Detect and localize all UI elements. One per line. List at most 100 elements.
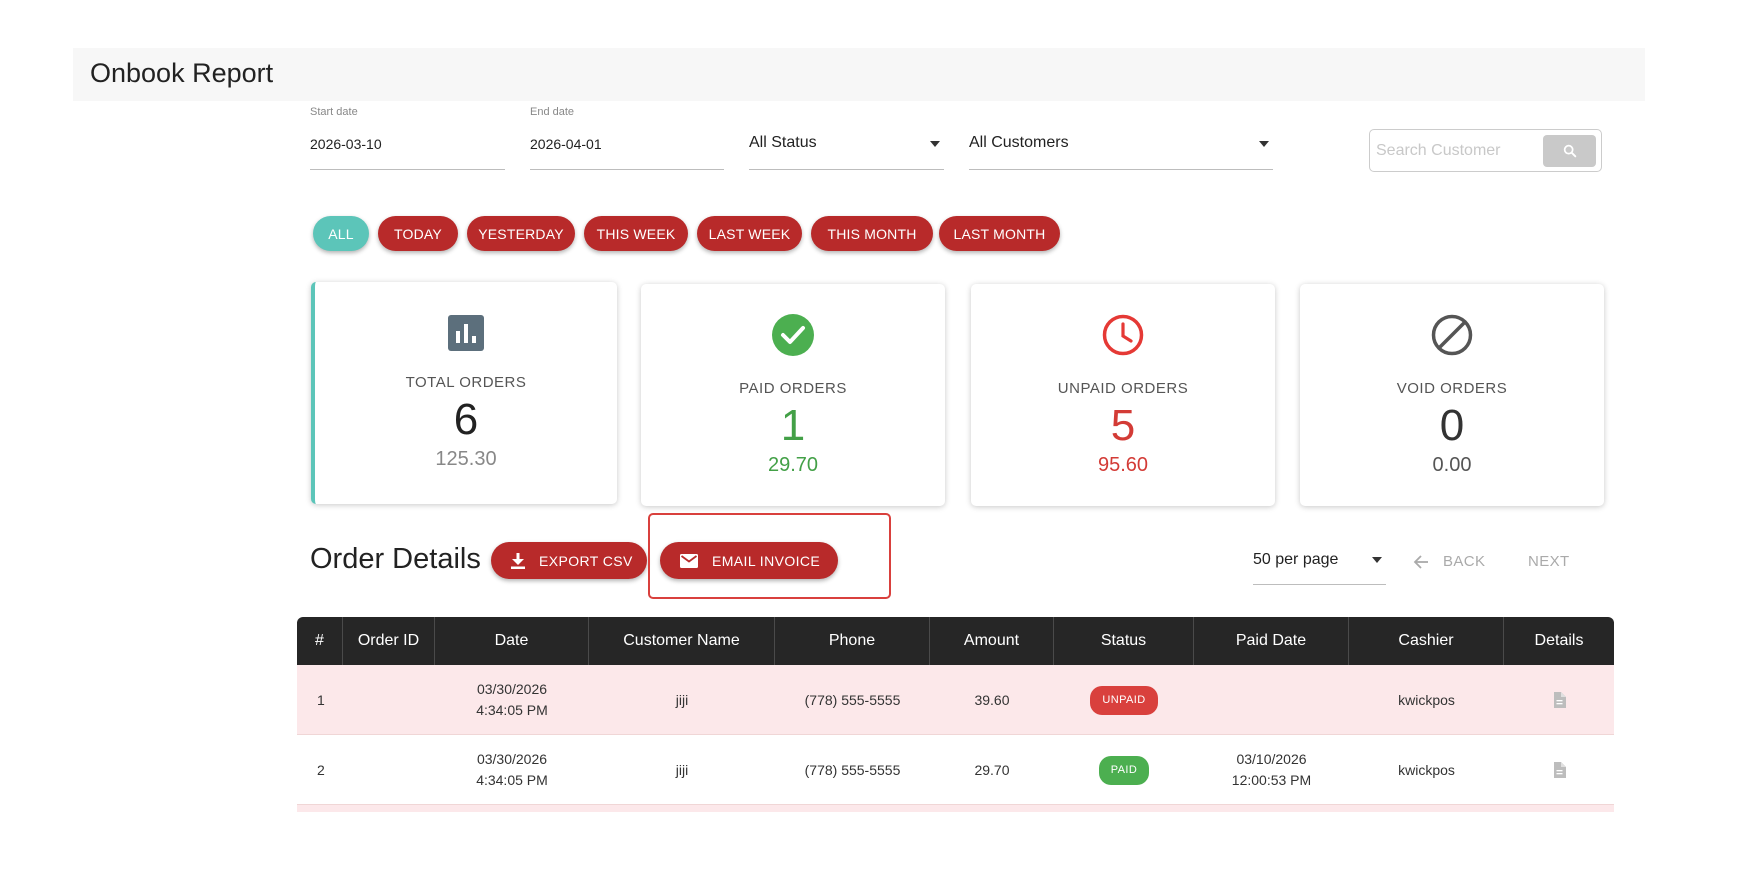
card-amount: 95.60: [1097, 454, 1149, 476]
per-page-value: 50 per page: [1253, 551, 1339, 568]
chip-all[interactable]: ALL: [313, 216, 369, 251]
cell-details: [1504, 665, 1614, 735]
chip-today[interactable]: TODAY: [378, 216, 458, 251]
status-select[interactable]: All Status: [749, 104, 944, 170]
card-label: TOTAL ORDERS: [405, 374, 527, 391]
customers-select[interactable]: All Customers: [969, 104, 1273, 170]
cell-date: 03/30/2026 4:34:05 PM: [435, 665, 589, 735]
bar-chart-icon: [443, 310, 489, 356]
card-amount: 125.30: [435, 448, 497, 470]
column-header: Cashier: [1349, 617, 1504, 665]
chip-last-week[interactable]: LAST WEEK: [697, 216, 802, 251]
cell-paid-date: 03/10/2026 12:00:53 PM: [1194, 735, 1349, 805]
order-details-title: Order Details: [310, 543, 481, 575]
cell-paid-date-day: 03/10/2026: [1236, 751, 1307, 767]
cell-num: 1: [317, 691, 325, 708]
chip-yesterday[interactable]: YESTERDAY: [467, 216, 575, 251]
arrow-left-icon: [1413, 554, 1428, 569]
block-icon: [1429, 312, 1475, 358]
cell-num: 2: [317, 761, 325, 778]
void-orders-card[interactable]: VOID ORDERS 0 0.00: [1300, 284, 1604, 506]
export-csv-button[interactable]: EXPORT CSV: [491, 542, 647, 579]
card-amount: 29.70: [767, 454, 819, 476]
chip-this-week[interactable]: THIS WEEK: [584, 216, 688, 251]
page-header: Onbook Report: [73, 48, 1645, 101]
customers-select-value: All Customers: [969, 134, 1069, 151]
cell-order-id: [343, 735, 435, 805]
cell-phone: (778) 555-5555: [804, 691, 901, 708]
table-row[interactable]: 1 03/30/2026 4:34:05 PM jiji (778) 555-5…: [297, 665, 1614, 735]
cell-status: PAID: [1054, 735, 1194, 805]
cell-cashier: kwickpos: [1398, 691, 1455, 708]
document-icon[interactable]: [1553, 762, 1566, 778]
card-count: 0: [1439, 401, 1465, 450]
card-amount: 0.00: [1432, 454, 1472, 476]
column-header: Order ID: [343, 617, 435, 665]
cell-amount: 39.60: [974, 691, 1010, 708]
search-customer-input[interactable]: [1376, 136, 1536, 165]
next-button[interactable]: NEXT: [1528, 553, 1570, 570]
cell-paid-date: [1194, 665, 1349, 735]
cell-amount: 29.70: [974, 761, 1010, 778]
email-icon: [680, 553, 698, 568]
start-date-value[interactable]: 2026-03-10: [310, 136, 382, 152]
card-label: PAID ORDERS: [739, 380, 847, 397]
clock-icon: [1100, 312, 1146, 358]
unpaid-orders-card[interactable]: UNPAID ORDERS 5 95.60: [971, 284, 1275, 506]
next-label: NEXT: [1528, 553, 1570, 570]
cell-date: 03/30/2026 4:34:05 PM: [435, 735, 589, 805]
cell-date-time: 4:34:05 PM: [476, 772, 548, 788]
chevron-down-icon: [1372, 557, 1382, 563]
end-date-label: End date: [530, 106, 575, 118]
column-header: Status: [1054, 617, 1194, 665]
column-header: #: [297, 617, 343, 665]
start-date-label: Start date: [310, 106, 358, 118]
search-customer-box: [1369, 129, 1602, 172]
cell-status: UNPAID: [1054, 665, 1194, 735]
total-orders-card[interactable]: TOTAL ORDERS 6 125.30: [311, 282, 617, 504]
column-header: Details: [1534, 632, 1584, 649]
column-header: Phone: [775, 617, 930, 665]
table-header: # Order ID Date Customer Name Phone Amou…: [297, 617, 1614, 665]
per-page-select[interactable]: 50 per page: [1253, 545, 1386, 585]
email-invoice-label: EMAIL INVOICE: [712, 552, 821, 569]
card-count: 6: [453, 395, 479, 444]
export-csv-label: EXPORT CSV: [539, 552, 633, 569]
page-title: Onbook Report: [90, 58, 274, 88]
orders-table: # Order ID Date Customer Name Phone Amou…: [297, 617, 1614, 812]
check-circle-icon: [770, 312, 816, 358]
cell-date-day: 03/30/2026: [476, 751, 548, 767]
card-label: UNPAID ORDERS: [1057, 380, 1189, 397]
search-icon: [1563, 144, 1576, 158]
card-label: VOID ORDERS: [1396, 380, 1508, 397]
cell-date-time: 4:34:05 PM: [476, 702, 548, 718]
download-icon: [511, 552, 525, 569]
status-select-value: All Status: [749, 134, 817, 151]
cell-order-id: [343, 665, 435, 735]
cell-paid-date-time: 12:00:53 PM: [1231, 772, 1312, 788]
column-header: Paid Date: [1194, 617, 1349, 665]
cell-date-day: 03/30/2026: [476, 681, 548, 697]
search-button[interactable]: [1543, 135, 1596, 167]
chevron-down-icon: [1259, 141, 1269, 147]
chip-last-month[interactable]: LAST MONTH: [939, 216, 1060, 251]
chevron-down-icon: [930, 141, 940, 147]
status-badge: PAID: [1098, 755, 1150, 785]
highlight-box: [648, 513, 891, 599]
table-row-partial: [297, 805, 1614, 812]
card-count: 5: [1110, 401, 1136, 450]
paid-orders-card[interactable]: PAID ORDERS 1 29.70: [641, 284, 945, 506]
chip-this-month[interactable]: THIS MONTH: [811, 216, 933, 251]
start-date-field[interactable]: Start date 2026-03-10: [310, 104, 505, 170]
back-label: BACK: [1443, 553, 1486, 570]
email-invoice-button[interactable]: EMAIL INVOICE: [660, 542, 838, 579]
card-count: 1: [780, 401, 806, 450]
cell-cashier: kwickpos: [1398, 761, 1455, 778]
back-button[interactable]: BACK: [1413, 553, 1485, 570]
end-date-field[interactable]: End date 2026-04-01: [530, 104, 724, 170]
table-row[interactable]: 2 03/30/2026 4:34:05 PM jiji (778) 555-5…: [297, 735, 1614, 805]
end-date-value[interactable]: 2026-04-01: [530, 136, 602, 152]
cell-details: [1504, 735, 1614, 805]
document-icon[interactable]: [1553, 692, 1566, 708]
column-header: Amount: [930, 617, 1054, 665]
